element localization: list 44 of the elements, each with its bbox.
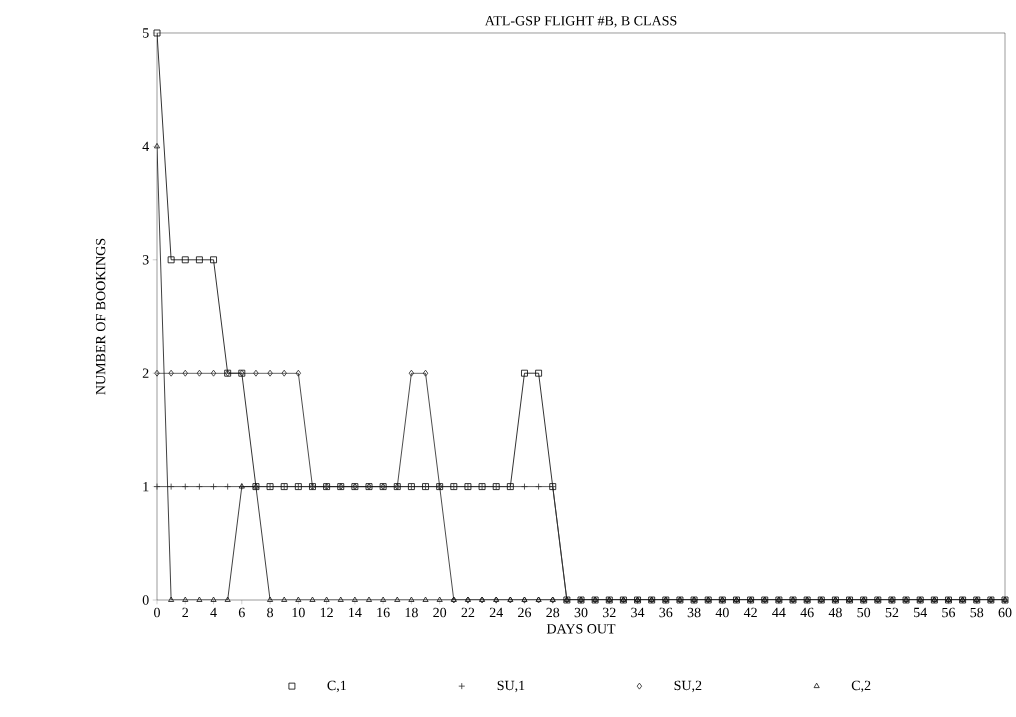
y-tick-label: 5: [143, 28, 149, 38]
x-axis-title: DAYS OUT: [546, 624, 616, 634]
chart-title: ATL-GSP FLIGHT #B, B CLASS: [484, 16, 677, 28]
x-tick-label: 36: [659, 607, 673, 618]
x-tick-label: 40: [715, 607, 729, 618]
x-tick-label: 42: [743, 607, 757, 618]
x-tick-label: 16: [377, 607, 390, 618]
legend-label: C,1: [327, 680, 346, 693]
x-tick-label: 58: [970, 607, 984, 618]
x-tick-label: 56: [942, 607, 956, 618]
x-tick-label: 12: [320, 607, 333, 618]
y-tick-label: 2: [142, 368, 149, 378]
x-tick-label: 2: [182, 607, 188, 618]
x-tick-label: 54: [914, 607, 927, 618]
x-tick-label: 4: [210, 607, 217, 618]
x-tick-label: 18: [405, 607, 418, 618]
x-tick-label: 50: [857, 607, 871, 618]
x-tick-label: 60: [998, 607, 1012, 618]
x-tick-label: 28: [546, 607, 560, 618]
y-tick-label: 0: [142, 595, 149, 605]
y-tick-label: 1: [143, 481, 149, 492]
x-tick-label: 14: [349, 607, 362, 618]
legend-label: SU,2: [674, 680, 702, 693]
x-tick-label: 26: [518, 607, 532, 618]
x-tick-label: 46: [800, 607, 814, 618]
x-tick-label: 6: [238, 607, 245, 618]
x-tick-label: 38: [687, 607, 701, 618]
y-axis-title: NUMBER OF BOOKINGS: [95, 238, 106, 395]
x-tick-label: 44: [772, 607, 786, 618]
x-tick-label: 22: [461, 607, 475, 618]
x-tick-label: 34: [631, 607, 645, 618]
x-tick-label: 48: [828, 607, 842, 618]
legend-label: SU,1: [497, 680, 525, 693]
x-tick-label: 20: [433, 607, 447, 618]
y-tick-label: 4: [142, 141, 149, 152]
legend-label: C,2: [851, 680, 871, 693]
x-tick-label: 32: [602, 607, 616, 618]
x-tick-label: 8: [267, 607, 274, 618]
x-tick-label: 52: [885, 607, 899, 618]
x-tick-label: 30: [574, 607, 588, 618]
x-tick-label: 24: [489, 607, 503, 618]
y-tick-label: 3: [142, 255, 149, 265]
x-tick-label: 10: [292, 607, 305, 618]
x-tick-label: 0: [154, 607, 160, 618]
